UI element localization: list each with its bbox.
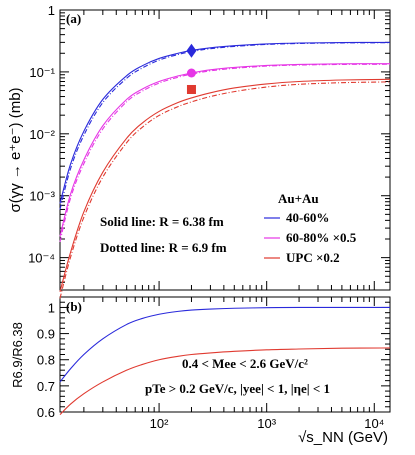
legend-title: Au+Au <box>278 191 319 206</box>
panel-a-ytick-label: 10⁻¹ <box>29 65 55 80</box>
panel-a-ytick-label: 10⁻² <box>29 127 55 142</box>
panel-b-curves <box>59 306 391 415</box>
legend-label-60-80: 60-80% ×0.5 <box>286 230 357 245</box>
panel-b-ytick-label: 1 <box>48 300 55 315</box>
curve-dotted-series-0 <box>59 42 391 210</box>
panel-a-frame <box>59 9 391 291</box>
ratio-curve-series-1 <box>59 347 391 415</box>
marker-diamond-series-0 <box>186 43 197 58</box>
curve-solid-series-0 <box>59 41 391 204</box>
annotation-solid-line: Solid line: R = 6.38 fm <box>100 214 224 229</box>
panel-a-label: (a) <box>66 11 81 26</box>
panel-b-ytick-label: 0.6 <box>37 405 55 420</box>
annotation-kinematic-cuts: pTe > 0.2 GeV/c, |yee| < 1, |ηe| < 1 <box>145 381 330 396</box>
marker-square-series-2 <box>186 84 196 94</box>
legend-label-upc: UPC ×0.2 <box>286 250 340 265</box>
panel-a-ytick-label: 1 <box>48 3 55 18</box>
panel-b-ytick-label: 0.9 <box>37 327 55 342</box>
curve-solid-series-2 <box>59 78 391 292</box>
xtick-label: 10⁴ <box>364 416 384 431</box>
curve-dotted-series-2 <box>59 81 391 299</box>
xtick-label: 10³ <box>257 416 276 431</box>
panel-a-curves <box>59 41 391 299</box>
panel-b-xlabel: √s_NN (GeV) <box>298 429 388 446</box>
annotation-dotted-line: Dotted line: R = 6.9 fm <box>100 240 227 255</box>
panel-b-ytick-label: 0.8 <box>37 353 55 368</box>
panel-a-ytick-label: 10⁻⁴ <box>28 251 55 266</box>
xtick-label: 10² <box>150 416 169 431</box>
panel-b-ytick-label: 0.7 <box>37 379 55 394</box>
panel-a-markers <box>186 43 197 94</box>
legend: Au+Au 40-60% 60-80% ×0.5 UPC ×0.2 <box>264 191 357 265</box>
ratio-curve-series-0 <box>59 306 390 383</box>
panel-a-ytick-label: 10⁻³ <box>29 189 55 204</box>
panel-a-ticks: 10⁻⁴ 10⁻³ 10⁻² 10⁻¹ 1 <box>28 3 390 291</box>
panel-b-label: (b) <box>66 299 82 314</box>
legend-label-40-60: 40-60% <box>286 210 329 225</box>
panel-b-ylabel: R6.9/R6.38 <box>10 322 25 388</box>
panel-a-ylabel: σ(γγ → e⁺e⁻) (mb) <box>7 87 24 212</box>
marker-circle-series-1 <box>186 68 196 78</box>
curve-solid-series-1 <box>59 63 391 237</box>
annotation-mass-cut: 0.4 < Mee < 2.6 GeV/c² <box>182 356 308 371</box>
panel-b-ticks: 10² 10³ 10⁴ 0.6 0.7 0.8 0.9 1 <box>37 296 390 431</box>
curve-dotted-series-1 <box>59 63 391 242</box>
